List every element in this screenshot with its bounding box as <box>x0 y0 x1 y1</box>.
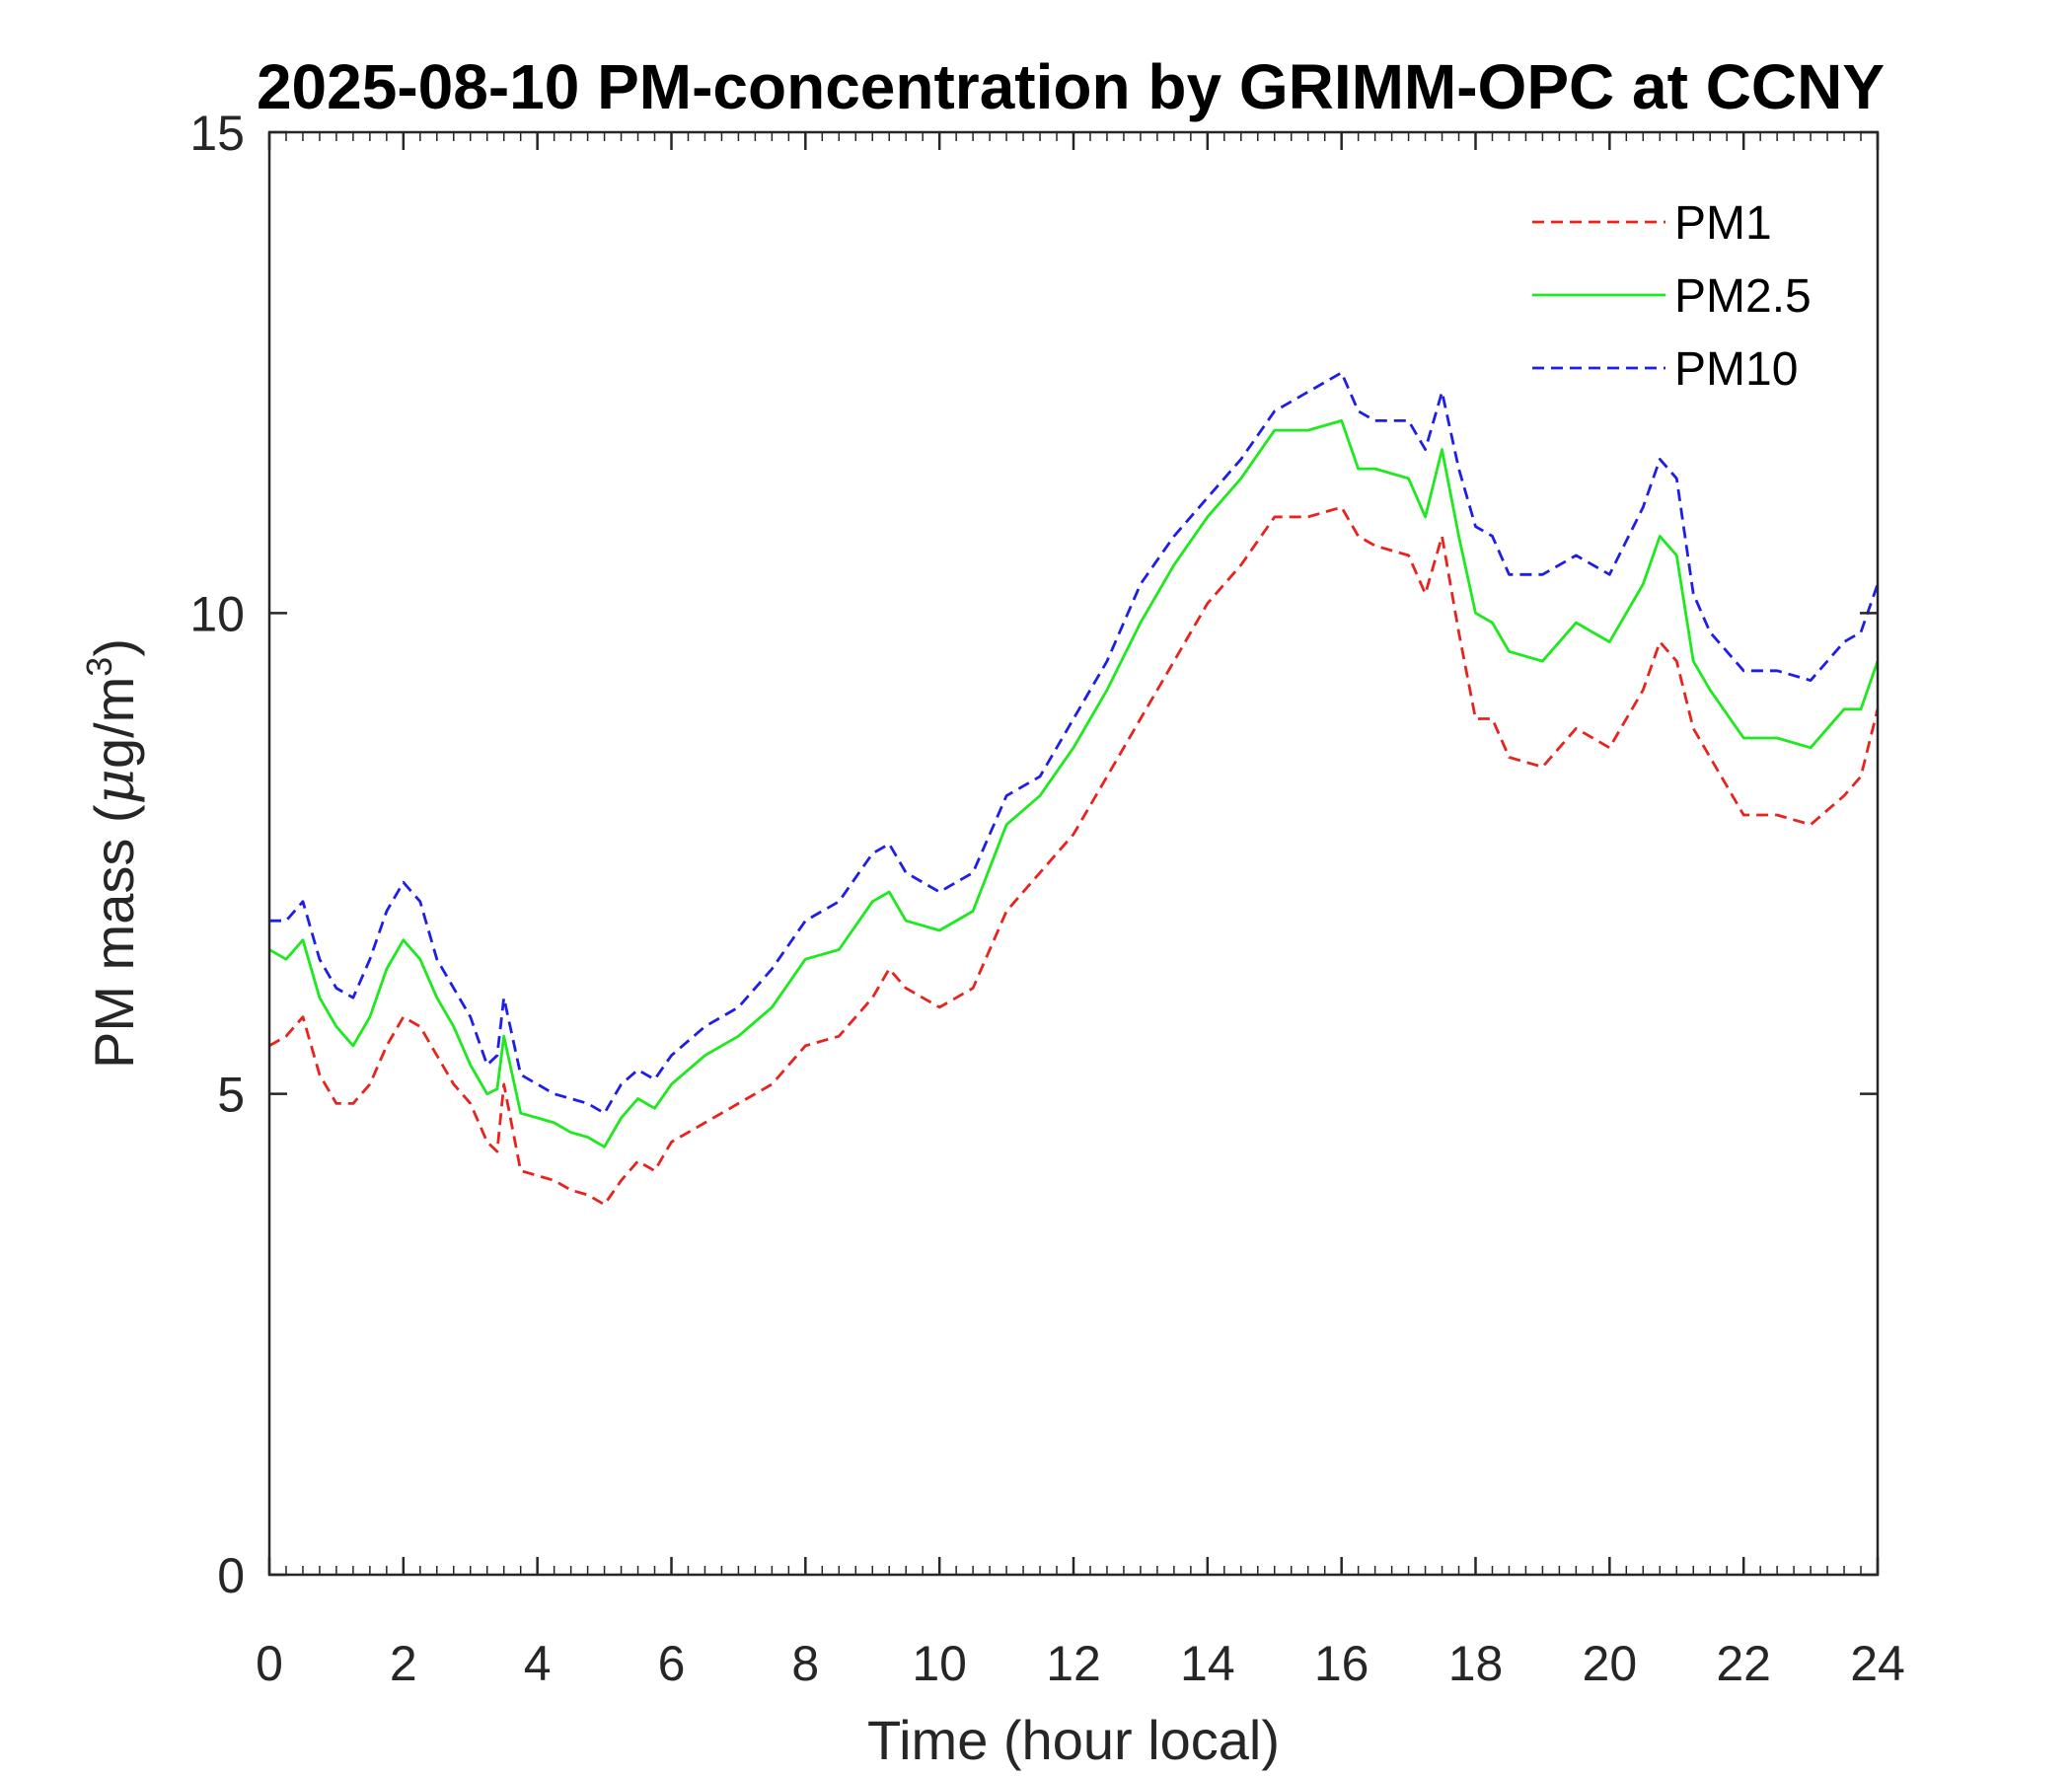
y-tick-labels: 0 5 10 15 <box>189 106 245 1603</box>
major-ticks <box>267 130 1880 1577</box>
x-tick-label: 4 <box>524 1636 552 1691</box>
x-tick-label: 10 <box>912 1636 967 1691</box>
x-tick-label: 24 <box>1850 1636 1905 1691</box>
y-tick-label: 0 <box>217 1548 245 1603</box>
y-tick-label: 10 <box>189 586 245 641</box>
y-axis-label: PM mass (μg/m3) <box>79 638 147 1069</box>
x-tick-label: 12 <box>1046 1636 1101 1691</box>
series-line-pm10 <box>269 371 1880 1115</box>
legend-label-pm10: PM10 <box>1674 343 1798 396</box>
y-axis-label-unit: g/m <box>83 677 145 769</box>
y-axis-label-superscript: 3 <box>79 657 119 677</box>
x-tick-label: 18 <box>1448 1636 1504 1691</box>
series-layer <box>268 371 1880 1207</box>
plot-area <box>267 130 1880 1577</box>
legend-label-pm2-5: PM2.5 <box>1674 270 1812 323</box>
series-line-pm1 <box>268 505 1880 1207</box>
x-tick-label: 6 <box>658 1636 686 1691</box>
x-tick-labels: 0 2 4 6 8 10 12 14 16 18 20 22 24 <box>256 1636 1905 1691</box>
x-tick-label: 0 <box>256 1636 283 1691</box>
x-tick-label: 8 <box>791 1636 819 1691</box>
x-tick-label: 22 <box>1716 1636 1771 1691</box>
legend-label-pm1: PM1 <box>1674 197 1772 250</box>
chart-title: 2025-08-10 PM-concentration by GRIMM-OPC… <box>257 51 1885 122</box>
series-line-pm2-5 <box>268 418 1880 1148</box>
x-tick-label: 14 <box>1180 1636 1235 1691</box>
y-axis-label-mu: μ <box>83 769 147 804</box>
legend: PM1 PM2.5 PM10 <box>1532 197 1812 396</box>
x-axis-label: Time (hour local) <box>867 1709 1280 1771</box>
x-tick-label: 20 <box>1583 1636 1638 1691</box>
y-axis-label-main: PM mass ( <box>83 804 145 1069</box>
x-tick-label: 2 <box>390 1636 417 1691</box>
y-axis-label-close: ) <box>83 638 145 657</box>
y-tick-label: 15 <box>189 106 245 161</box>
x-tick-label: 16 <box>1314 1636 1369 1691</box>
y-tick-label: 5 <box>217 1068 245 1123</box>
